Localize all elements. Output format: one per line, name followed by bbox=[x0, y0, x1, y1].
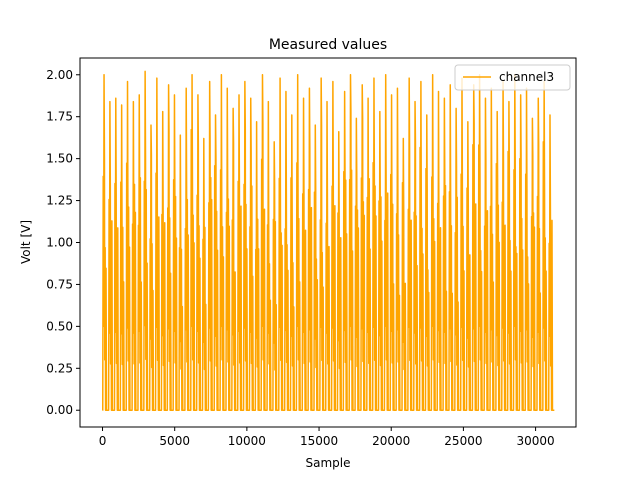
x-tick-label: 20000 bbox=[372, 434, 410, 448]
legend-box bbox=[454, 64, 571, 91]
y-tick-label: 1.00 bbox=[46, 236, 73, 250]
x-tick-label: 5000 bbox=[159, 434, 190, 448]
x-tick-label: 0 bbox=[99, 434, 107, 448]
series-layer bbox=[102, 70, 555, 411]
x-axis-label: Sample bbox=[306, 456, 351, 470]
y-tick-label: 0.50 bbox=[46, 319, 73, 333]
y-tick-label: 1.50 bbox=[46, 152, 73, 166]
chart-title: Measured values bbox=[269, 37, 387, 53]
legend: channel3 bbox=[454, 64, 571, 91]
y-tick-label: 0.00 bbox=[46, 403, 73, 417]
x-axis: 0 5000 10000 15000 20000 25000 30000 bbox=[99, 427, 555, 448]
y-axis: 0.00 0.25 0.50 0.75 1.00 1.25 1.50 1.75 2.00 bbox=[46, 68, 80, 417]
x-tick-label: 10000 bbox=[228, 434, 266, 448]
y-tick-label: 1.25 bbox=[46, 194, 73, 208]
legend-label: channel3 bbox=[499, 70, 554, 84]
x-tick-label: 15000 bbox=[300, 434, 338, 448]
y-tick-label: 2.00 bbox=[46, 68, 73, 82]
y-tick-label: 0.75 bbox=[46, 277, 73, 291]
series-channel3-line bbox=[102, 70, 555, 411]
y-axis-label: Volt [V] bbox=[19, 220, 33, 264]
y-tick-label: 0.25 bbox=[46, 361, 73, 375]
y-tick-label: 1.75 bbox=[46, 110, 73, 124]
x-tick-label: 30000 bbox=[516, 434, 554, 448]
x-tick-label: 25000 bbox=[444, 434, 482, 448]
